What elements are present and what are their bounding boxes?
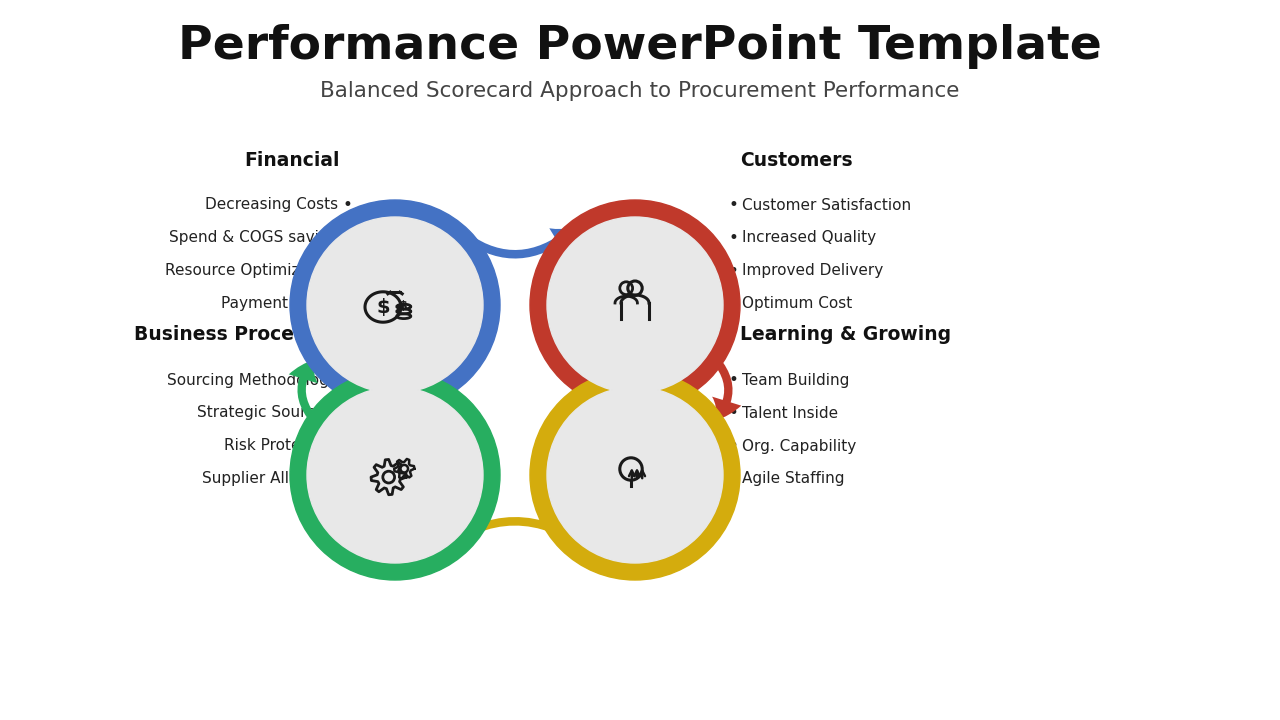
Text: •: • [342,262,352,280]
Circle shape [307,217,483,393]
Text: •: • [728,404,739,422]
Text: Optimum Cost: Optimum Cost [742,297,852,312]
Text: Risk Protection: Risk Protection [224,438,338,454]
Text: Financial: Financial [244,150,340,169]
Text: Learning & Growing: Learning & Growing [740,325,951,344]
Text: Customer Satisfaction: Customer Satisfaction [742,197,911,212]
FancyArrowPatch shape [289,359,317,423]
Text: •: • [728,470,739,488]
Text: Payment Terms: Payment Terms [221,297,338,312]
Text: •: • [342,196,352,214]
Text: Performance PowerPoint Template: Performance PowerPoint Template [178,24,1102,69]
Text: •: • [342,470,352,488]
Text: Org. Capability: Org. Capability [742,438,856,454]
Circle shape [291,200,500,410]
Text: Business Processes: Business Processes [134,325,340,344]
Text: Talent Inside: Talent Inside [742,405,838,420]
Text: •: • [728,262,739,280]
Text: $: $ [376,297,390,317]
Circle shape [547,217,723,393]
Circle shape [547,387,723,563]
Text: Spend & COGS saving: Spend & COGS saving [169,230,338,246]
Text: •: • [342,437,352,455]
Text: Supplier Alliances: Supplier Alliances [202,472,338,487]
Text: •: • [728,196,739,214]
Circle shape [307,387,483,563]
Text: Strategic Sourcing: Strategic Sourcing [197,405,338,420]
Text: Agile Staffing: Agile Staffing [742,472,845,487]
Text: Balanced Scorecard Approach to Procurement Performance: Balanced Scorecard Approach to Procureme… [320,81,960,102]
Text: •: • [342,371,352,389]
Text: Sourcing Methodology: Sourcing Methodology [168,372,338,387]
Text: •: • [342,295,352,313]
Circle shape [530,200,740,410]
Text: Improved Delivery: Improved Delivery [742,264,883,279]
Text: •: • [728,295,739,313]
Circle shape [530,370,740,580]
Text: •: • [728,371,739,389]
Circle shape [291,370,500,580]
FancyArrowPatch shape [429,517,604,562]
Text: Increased Quality: Increased Quality [742,230,876,246]
Text: Team Building: Team Building [742,372,850,387]
FancyArrowPatch shape [712,357,741,420]
Text: •: • [728,229,739,247]
Text: Customers: Customers [740,150,852,169]
Text: $: $ [399,300,408,313]
Text: Decreasing Costs: Decreasing Costs [205,197,338,212]
Text: •: • [342,229,352,247]
Text: Resource Optimization: Resource Optimization [165,264,338,279]
Text: •: • [342,404,352,422]
Text: •: • [728,437,739,455]
FancyArrowPatch shape [452,225,575,258]
